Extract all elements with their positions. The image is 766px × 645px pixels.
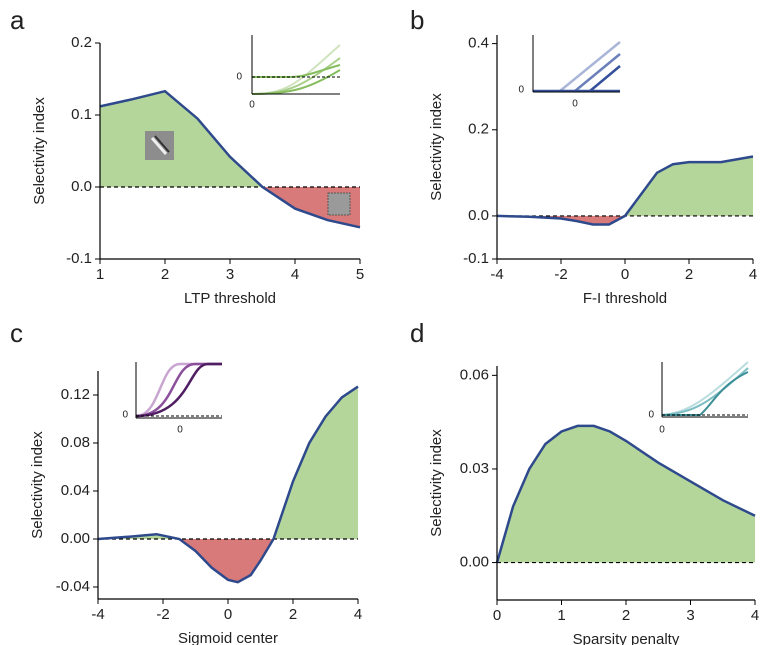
- inset-d: [661, 361, 749, 418]
- x-axis-label: Sparsity penalty: [573, 631, 680, 645]
- grating-stripe: [150, 137, 168, 155]
- inset-a: [251, 35, 341, 95]
- y-tick-label: -0.1: [66, 250, 92, 267]
- x-tick-label: -4: [91, 606, 104, 623]
- x-tick-label: 4: [749, 266, 757, 283]
- x-tick-label: 1: [557, 607, 565, 624]
- y-tick-label: 0.2: [468, 121, 489, 138]
- y-tick-label: 0.06: [460, 366, 489, 383]
- curve: [495, 424, 756, 563]
- y-axis-label: Selectivity index: [31, 97, 48, 205]
- panel: b F-I threshold Selectivity index -0.1 0.0 0.…: [410, 5, 757, 307]
- y-tick-label: 0.2: [71, 34, 92, 51]
- panel: a LTP threshold Selectivity index -0.1 0.0 0.…: [10, 5, 364, 307]
- area-pos: [497, 156, 753, 216]
- inset-tick: 0: [122, 410, 128, 421]
- y-tick-label: 0.1: [71, 106, 92, 123]
- x-tick-label: 1: [96, 266, 104, 283]
- x-tick-label: 2: [161, 266, 169, 283]
- area-neg: [98, 539, 358, 583]
- panel-label: a: [10, 5, 25, 35]
- inset-tick: 0: [648, 410, 654, 421]
- y-tick-label: 0.12: [61, 386, 90, 403]
- inset-tick: 0: [177, 425, 183, 436]
- x-tick-label: 0: [621, 266, 629, 283]
- y-tick-label: 0.0: [71, 178, 92, 195]
- y-tick-label: 0.4: [468, 35, 489, 52]
- inset-tick: 0: [518, 85, 524, 96]
- inset-c: [135, 362, 222, 419]
- x-axis-label: Sigmoid center: [178, 630, 278, 645]
- panel: c Sigmoid center Selectivity index -0.04 0.0…: [10, 318, 362, 645]
- x-tick-label: 4: [291, 266, 299, 283]
- y-tick-label: 0.00: [61, 530, 90, 547]
- grating-stripe: [154, 135, 170, 153]
- curve: [99, 89, 361, 229]
- y-tick-label: 0.03: [460, 460, 489, 477]
- x-tick-label: 2: [685, 266, 693, 283]
- y-tick-label: 0.00: [460, 554, 489, 571]
- inset-b: [532, 35, 621, 93]
- x-tick-label: 4: [354, 606, 362, 623]
- y-tick-label: 0.0: [468, 207, 489, 224]
- panel-label: b: [410, 5, 424, 35]
- area-neg: [497, 215, 625, 225]
- x-tick-label: 3: [686, 607, 694, 624]
- area-pos: [98, 386, 358, 539]
- stimulus-noise: [327, 192, 351, 216]
- inset-tick: 0: [236, 72, 242, 83]
- x-tick-label: 0: [224, 606, 232, 623]
- curve: [97, 385, 359, 584]
- y-tick-label: -0.1: [463, 250, 489, 267]
- x-tick-label: -4: [490, 266, 503, 283]
- x-tick-label: 3: [226, 266, 234, 283]
- y-tick-label: 0.08: [61, 434, 90, 451]
- y-axis-label: Selectivity index: [428, 93, 445, 201]
- x-tick-label: -2: [554, 266, 567, 283]
- x-tick-label: -2: [156, 606, 169, 623]
- y-tick-label: 0.04: [61, 482, 90, 499]
- inset-tick: 0: [572, 99, 578, 110]
- inset-tick: 0: [249, 100, 255, 111]
- x-axis-label: F-I threshold: [583, 290, 667, 307]
- x-axis-label: LTP threshold: [184, 290, 276, 307]
- area-neg: [100, 187, 360, 228]
- panel-label: d: [410, 318, 424, 348]
- panel-label: c: [10, 318, 23, 348]
- panel: d Sparsity penalty Selectivity index 0.00 0.…: [410, 318, 759, 645]
- x-tick-label: 2: [289, 606, 297, 623]
- x-tick-label: 0: [493, 607, 501, 624]
- area-pos: [100, 91, 360, 187]
- y-tick-label: -0.04: [56, 578, 90, 595]
- panels: a LTP threshold Selectivity index -0.1 0.0 0.…: [10, 5, 759, 645]
- x-tick-label: 4: [751, 607, 759, 624]
- y-axis-label: Selectivity index: [428, 429, 445, 537]
- y-axis-label: Selectivity index: [29, 431, 46, 539]
- inset-tick: 0: [659, 425, 665, 436]
- area-pos: [497, 425, 755, 563]
- curve: [496, 155, 754, 226]
- x-tick-label: 2: [622, 607, 630, 624]
- x-tick-label: 5: [356, 266, 364, 283]
